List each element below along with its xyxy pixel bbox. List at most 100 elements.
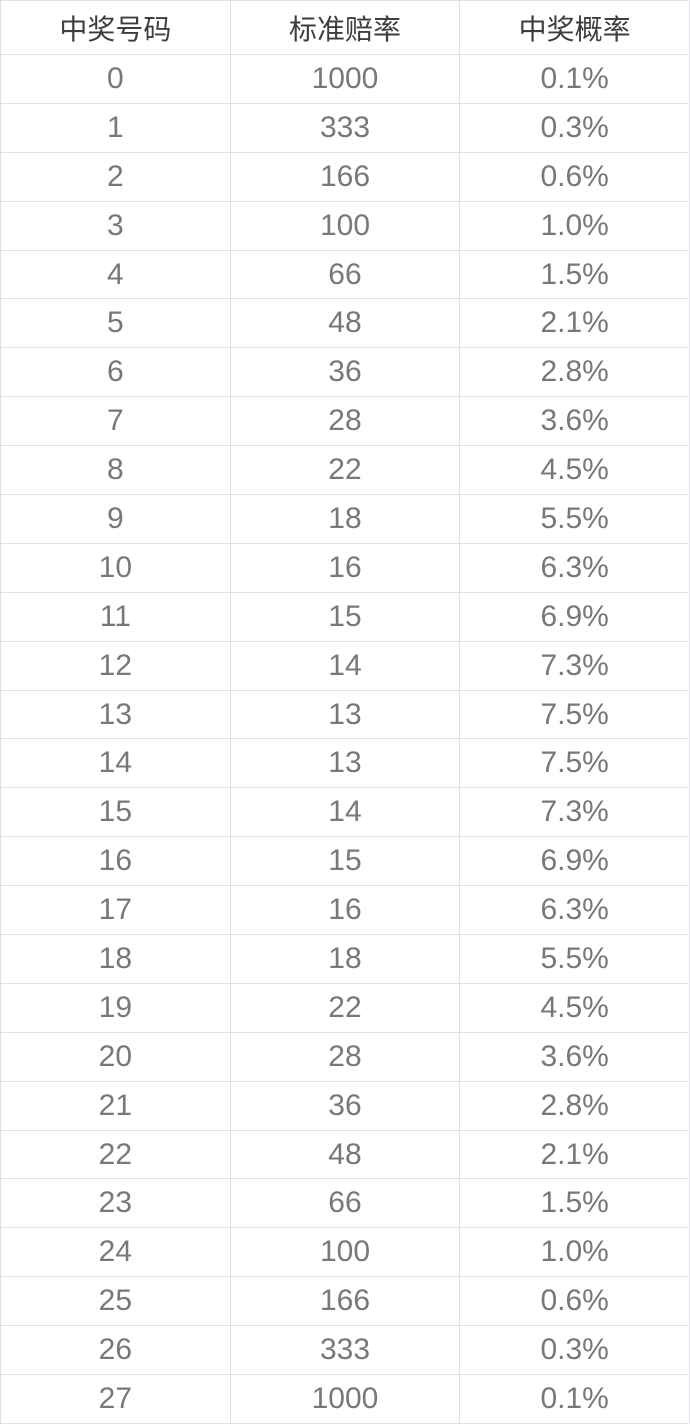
cell-winning-number: 16: [0, 836, 231, 887]
table-row: 5 48 2.1%: [0, 298, 690, 349]
cell-winning-probability: 3.6%: [459, 396, 690, 447]
cell-winning-probability: 4.5%: [459, 982, 690, 1033]
table-row: 17 16 6.3%: [0, 885, 690, 936]
cell-winning-number: 14: [0, 738, 231, 789]
table-row: 6 36 2.8%: [0, 347, 690, 398]
cell-standard-odds: 14: [229, 640, 461, 691]
table-row: 7 28 3.6%: [0, 396, 690, 447]
cell-winning-probability: 3.6%: [459, 1031, 690, 1082]
table-row: 9 18 5.5%: [0, 494, 690, 544]
cell-winning-probability: 2.1%: [459, 1129, 690, 1180]
table-row: 2 166 0.6%: [0, 151, 690, 202]
cell-winning-probability: 0.3%: [459, 102, 690, 153]
cell-winning-number: 24: [0, 1227, 231, 1278]
cell-winning-number: 2: [0, 151, 231, 202]
cell-winning-number: 8: [0, 445, 231, 496]
cell-winning-probability: 1.0%: [459, 200, 690, 251]
table-row: 12 14 7.3%: [0, 640, 690, 691]
column-header-winning-number: 中奖号码: [0, 0, 231, 55]
cell-standard-odds: 15: [229, 836, 461, 887]
cell-standard-odds: 48: [229, 298, 461, 349]
cell-winning-number: 23: [0, 1178, 231, 1229]
cell-standard-odds: 36: [229, 347, 461, 398]
cell-winning-number: 27: [0, 1374, 231, 1424]
cell-winning-probability: 2.8%: [459, 1080, 690, 1131]
cell-standard-odds: 166: [229, 1276, 461, 1327]
table-row: 11 15 6.9%: [0, 591, 690, 642]
cell-standard-odds: 22: [229, 982, 461, 1033]
table-row: 21 36 2.8%: [0, 1080, 690, 1131]
cell-winning-number: 20: [0, 1031, 231, 1082]
table-row: 3 100 1.0%: [0, 200, 690, 251]
cell-standard-odds: 66: [229, 1178, 461, 1229]
cell-standard-odds: 28: [229, 1031, 461, 1082]
cell-winning-number: 18: [0, 934, 231, 984]
cell-standard-odds: 333: [229, 1325, 461, 1376]
cell-standard-odds: 36: [229, 1080, 461, 1131]
cell-winning-number: 9: [0, 494, 231, 544]
table-row: 18 18 5.5%: [0, 934, 690, 984]
table-row: 14 13 7.5%: [0, 738, 690, 789]
cell-winning-probability: 0.6%: [459, 1276, 690, 1327]
cell-standard-odds: 18: [229, 494, 461, 544]
table-row: 24 100 1.0%: [0, 1227, 690, 1278]
cell-winning-probability: 6.9%: [459, 591, 690, 642]
cell-winning-probability: 0.1%: [459, 1374, 690, 1424]
cell-winning-probability: 7.5%: [459, 689, 690, 740]
table-row: 8 22 4.5%: [0, 445, 690, 496]
cell-winning-number: 21: [0, 1080, 231, 1131]
table-row: 20 28 3.6%: [0, 1031, 690, 1082]
cell-winning-probability: 2.1%: [459, 298, 690, 349]
column-header-winning-probability: 中奖概率: [459, 0, 690, 55]
cell-winning-number: 19: [0, 982, 231, 1033]
cell-winning-probability: 4.5%: [459, 445, 690, 496]
cell-winning-probability: 2.8%: [459, 347, 690, 398]
table-row: 0 1000 0.1%: [0, 54, 690, 104]
cell-winning-probability: 1.5%: [459, 1178, 690, 1229]
cell-standard-odds: 1000: [229, 54, 461, 104]
table-row: 16 15 6.9%: [0, 836, 690, 887]
cell-standard-odds: 16: [229, 542, 461, 593]
cell-standard-odds: 18: [229, 934, 461, 984]
cell-winning-number: 25: [0, 1276, 231, 1327]
cell-winning-number: 26: [0, 1325, 231, 1376]
cell-winning-number: 5: [0, 298, 231, 349]
cell-winning-probability: 7.5%: [459, 738, 690, 789]
cell-standard-odds: 15: [229, 591, 461, 642]
cell-winning-probability: 5.5%: [459, 494, 690, 544]
cell-winning-number: 6: [0, 347, 231, 398]
cell-standard-odds: 16: [229, 885, 461, 936]
cell-winning-probability: 5.5%: [459, 934, 690, 984]
table-row: 25 166 0.6%: [0, 1276, 690, 1327]
cell-standard-odds: 13: [229, 738, 461, 789]
table-row: 19 22 4.5%: [0, 982, 690, 1033]
cell-winning-probability: 0.6%: [459, 151, 690, 202]
table-row: 4 66 1.5%: [0, 249, 690, 300]
cell-winning-probability: 1.0%: [459, 1227, 690, 1278]
cell-winning-number: 17: [0, 885, 231, 936]
cell-winning-probability: 0.1%: [459, 54, 690, 104]
table-header: 中奖号码 标准赔率 中奖概率: [0, 0, 690, 55]
table-body: 0 1000 0.1% 1 333 0.3% 2 166 0.6% 3 100 1.0% 4 66 1.5%…: [0, 54, 690, 1424]
cell-standard-odds: 13: [229, 689, 461, 740]
table-row: 23 66 1.5%: [0, 1178, 690, 1229]
cell-winning-number: 13: [0, 689, 231, 740]
cell-winning-number: 0: [0, 54, 231, 104]
table-row: 10 16 6.3%: [0, 542, 690, 593]
table-row: 26 333 0.3%: [0, 1325, 690, 1376]
cell-winning-probability: 6.3%: [459, 885, 690, 936]
cell-winning-probability: 7.3%: [459, 640, 690, 691]
cell-standard-odds: 22: [229, 445, 461, 496]
cell-winning-number: 12: [0, 640, 231, 691]
cell-winning-number: 10: [0, 542, 231, 593]
cell-standard-odds: 100: [229, 200, 461, 251]
cell-standard-odds: 1000: [229, 1374, 461, 1424]
cell-winning-number: 11: [0, 591, 231, 642]
cell-winning-probability: 6.9%: [459, 836, 690, 887]
cell-winning-probability: 0.3%: [459, 1325, 690, 1376]
cell-standard-odds: 66: [229, 249, 461, 300]
header-row: 中奖号码 标准赔率 中奖概率: [0, 0, 690, 55]
cell-winning-number: 22: [0, 1129, 231, 1180]
cell-winning-probability: 6.3%: [459, 542, 690, 593]
